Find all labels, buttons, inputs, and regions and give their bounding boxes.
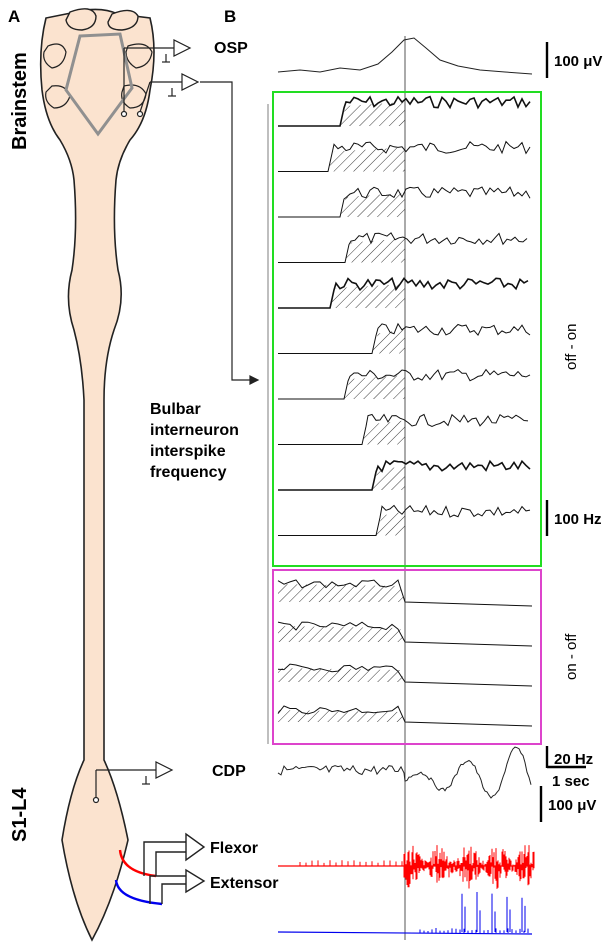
- on-off-trace-4: [277, 705, 533, 727]
- panel-label-a: A: [8, 7, 20, 26]
- on-off-label: on - off: [563, 633, 580, 680]
- osp-scale-label: 100 μV: [554, 53, 602, 70]
- on-off-hatch-1: [278, 584, 405, 602]
- spinal-cord-outline: [39, 8, 155, 942]
- flexor-label: Flexor: [210, 840, 258, 857]
- brainstem-side-left-2: [45, 85, 71, 109]
- off-on-trace-2: [278, 140, 531, 172]
- bulbar-label-line1: Bulbar: [150, 401, 201, 418]
- off-on-hatch-8: [362, 420, 405, 445]
- osp-trace: [277, 37, 533, 75]
- on-off-group-box: [272, 569, 542, 745]
- flexor-electrode: [118, 832, 206, 878]
- off-on-hatch-9: [372, 466, 405, 490]
- extensor-label: Extensor: [210, 875, 278, 892]
- region-brainstem: Brainstem: [9, 52, 31, 150]
- cdp-label: CDP: [212, 763, 246, 780]
- interneuron-electrode: [136, 73, 200, 118]
- hz20-scale-label: 20 Hz: [554, 751, 593, 768]
- off-on-trace-3: [278, 186, 531, 218]
- off-on-trace-5: [278, 276, 529, 309]
- extensor-electrode: [114, 868, 206, 906]
- brainstem-lobe-right: [107, 9, 139, 31]
- on-off-traces: [277, 579, 533, 727]
- off-on-trace-9: [278, 459, 531, 491]
- flexor-spikes: [299, 845, 535, 889]
- bulbar-label-line3: interspike: [150, 443, 226, 460]
- cdp-scale-label: 100 μV: [548, 797, 596, 814]
- panel-label-b: B: [224, 7, 236, 26]
- on-off-trace-3: [277, 663, 533, 687]
- spinal-cord-diagram: [39, 8, 155, 942]
- extensor-trace: [277, 892, 533, 935]
- time-scale-label: 1 sec: [552, 773, 590, 790]
- off-on-trace-1: [278, 95, 531, 127]
- osp-label: OSP: [214, 40, 248, 57]
- off-on-hatch-10: [376, 511, 405, 536]
- brainstem-lobe-left: [65, 8, 97, 31]
- off-on-hatch-4: [345, 238, 405, 263]
- off-on-hatch-5: [330, 284, 405, 308]
- on-off-hatch-3: [278, 668, 405, 682]
- off-on-hatch-3: [340, 193, 405, 217]
- cdp-electrode: [92, 761, 174, 804]
- extensor-baseline: [277, 931, 533, 935]
- cdp-trace: [277, 746, 532, 799]
- on-off-trace-2: [277, 621, 533, 647]
- osp-electrode: [120, 39, 192, 118]
- brainstem-gray-outline: [64, 32, 134, 137]
- on-off-trace-1: [277, 579, 533, 607]
- off-on-label: off - on: [563, 324, 580, 370]
- off-on-hatch-2: [328, 147, 405, 172]
- bulbar-label-line2: interneuron: [150, 422, 239, 439]
- brainstem-side-left-1: [43, 43, 67, 69]
- off-on-trace-7: [278, 368, 531, 400]
- brainstem-side-right-1: [125, 43, 153, 69]
- off-on-trace-8: [278, 413, 529, 445]
- flexor-trace: [278, 845, 535, 889]
- extensor-spikes: [419, 892, 529, 933]
- off-on-trace-10: [278, 504, 531, 536]
- hz100-scale-label: 100 Hz: [554, 511, 602, 528]
- off-on-traces: [278, 95, 531, 536]
- off-on-trace-6: [278, 322, 531, 354]
- bulbar-label-line4: frequency: [150, 464, 227, 481]
- off-on-hatch-6: [372, 329, 405, 354]
- on-off-hatch-2: [278, 626, 405, 642]
- off-on-trace-4: [278, 232, 528, 263]
- bulbar-connector-arrow: [200, 81, 260, 385]
- region-s1l4: S1-L4: [9, 787, 31, 842]
- off-on-hatch-7: [344, 375, 405, 399]
- off-on-hatch-1: [340, 102, 405, 126]
- off-on-group-box: [272, 91, 542, 567]
